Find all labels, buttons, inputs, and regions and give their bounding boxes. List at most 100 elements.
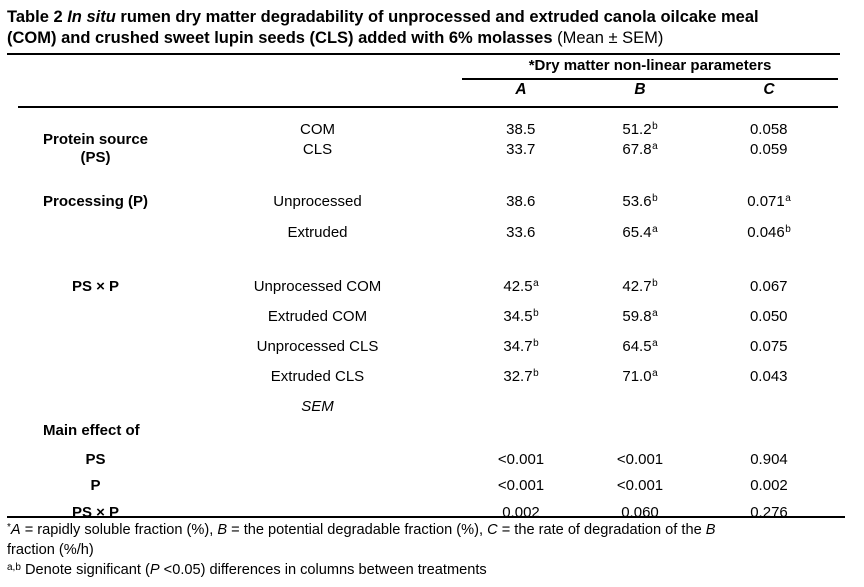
value: 0.067 (749, 278, 788, 295)
value: 0.046 (747, 224, 785, 241)
value: 0.050 (749, 308, 788, 325)
effect-label: P (90, 477, 101, 494)
row-label-processing: Processing (P) (42, 193, 149, 210)
effect-row-p: P <0.001 <0.001 0.002 (18, 477, 838, 494)
cell-b: 65.4a (580, 224, 700, 243)
cell-a: <0.001 (497, 451, 545, 468)
footnote-segment: B (217, 522, 228, 538)
superscript: b (652, 278, 658, 289)
caption-text-2: (COM) and crushed sweet lupin seeds (CLS… (7, 29, 558, 47)
caption-text-1: rumen dry matter degradability of unproc… (115, 8, 759, 26)
table-row-extruded-com: Extruded COM 34.5b 59.8a 0.050 (173, 308, 838, 327)
value: 38.6 (506, 193, 536, 210)
empty-cell (462, 398, 580, 415)
main-effect-label: Main effect of (43, 422, 140, 439)
value: 33.7 (506, 141, 536, 158)
value: 32.7 (503, 368, 533, 385)
table-row-extruded: Extruded 33.6 65.4a 0.046b (173, 224, 838, 243)
superscript: a (652, 141, 658, 152)
caption-table-number: Table 2 (7, 8, 68, 26)
cell-treatment: Extruded COM (267, 308, 368, 325)
column-group-header: *Dry matter non-linear parameters (462, 57, 838, 80)
interaction-group: PS × P Unprocessed COM 42.5a 42.7b 0.067… (18, 278, 838, 387)
table-row-com: COM 38.5 51.2b 0.058 (173, 121, 838, 141)
footnote-rule (7, 516, 845, 518)
column-headers-row: A B C (462, 81, 838, 98)
superscript: a (785, 193, 791, 204)
value: 51.2 (622, 121, 652, 138)
value: 0.058 (749, 121, 788, 138)
cell-a: 42.5a (462, 278, 580, 297)
value: 34.5 (503, 308, 533, 325)
footnote-segment: P (149, 562, 160, 578)
table-row-extruded-cls: Extruded CLS 32.7b 71.0a 0.043 (173, 368, 838, 387)
footnote-sup-ab: a,b (7, 562, 21, 573)
empty-cell (580, 398, 700, 415)
effect-label: PS (85, 451, 106, 468)
caption-line-1: Table 2 In situ rumen dry matter degrada… (7, 7, 840, 28)
footnote-segment: <0.05) differences in columns between tr… (159, 562, 487, 578)
table-row-unprocessed: Unprocessed 38.6 53.6b 0.071a (173, 193, 838, 212)
empty-cell (18, 398, 173, 415)
caption-line-2: (COM) and crushed sweet lupin seeds (CLS… (7, 28, 840, 49)
effect-row-ps-x-p: PS × P 0.002 0.060 0.276 (18, 504, 838, 521)
cell-b: 71.0a (580, 368, 700, 387)
cell-c: 0.071a (700, 193, 838, 212)
footnote-segment: B (705, 522, 716, 538)
empty-cell (700, 398, 838, 415)
row-label-protein-source: Protein source (PS) (18, 121, 173, 167)
value: 0.043 (749, 368, 788, 385)
footnote-segment: A (10, 522, 21, 538)
row-label-line: Protein source (42, 131, 149, 148)
column-header-c: C (763, 81, 775, 98)
footnote-segment: fraction (%/h) (7, 542, 94, 558)
superscript: a (533, 278, 539, 289)
protein-source-group: Protein source (PS) COM 38.5 51.2b 0.058… (18, 121, 838, 167)
superscript: a (652, 308, 658, 319)
footnote-abc-definitions: *A = rapidly soluble fraction (%), B = t… (7, 521, 855, 559)
superscript: b (652, 193, 658, 204)
row-label-ps-x-p: PS × P (71, 278, 120, 295)
cell-c: 0.075 (700, 338, 838, 357)
value: 34.7 (503, 338, 533, 355)
empty-cell (173, 451, 462, 468)
header-rule (18, 106, 838, 108)
cell-c: 0.904 (750, 451, 788, 468)
cell-c: 0.067 (700, 278, 838, 297)
table-row-unprocessed-cls: Unprocessed CLS 34.7b 64.5a 0.075 (173, 338, 838, 357)
caption-mean-sem: (Mean ± SEM) (557, 29, 664, 47)
superscript: a (652, 224, 658, 235)
value: 64.5 (622, 338, 652, 355)
cell-treatment: Extruded (287, 224, 348, 241)
cell-c: 0.276 (750, 504, 788, 521)
value: 42.7 (622, 278, 652, 295)
effect-label: PS × P (71, 504, 120, 521)
cell-b: 64.5a (580, 338, 700, 357)
processing-rows: Unprocessed 38.6 53.6b 0.071a Extruded 3… (173, 193, 838, 243)
superscript: a (652, 368, 658, 379)
footnote-asterisk: * (7, 522, 11, 533)
footnote-segment: = the rate of degradation of the (497, 522, 706, 538)
superscript: b (785, 224, 791, 235)
footnote-segment: = the potential degradable fraction (%), (227, 522, 488, 538)
cell-c: 0.046b (700, 224, 838, 243)
superscript: b (533, 368, 539, 379)
empty-cell (173, 504, 462, 521)
protein-source-rows: COM 38.5 51.2b 0.058 CLS 33.7 67.8a 0.05… (173, 121, 838, 167)
cell-a: 38.5 (462, 121, 580, 141)
superscript: b (533, 338, 539, 349)
cell-treatment: Unprocessed (273, 193, 362, 210)
row-label-line: (PS) (80, 149, 111, 166)
interaction-rows: Unprocessed COM 42.5a 42.7b 0.067 Extrud… (173, 278, 838, 387)
cell-a: 38.6 (462, 193, 580, 212)
cell-b: 67.8a (580, 141, 700, 161)
superscript: b (652, 121, 658, 132)
footnote-significance: a,b Denote significant (P <0.05) differe… (7, 561, 855, 581)
cell-c: 0.050 (700, 308, 838, 327)
cell-a: 34.5b (462, 308, 580, 327)
footnote-segment: C (487, 522, 498, 538)
column-header-a: A (515, 81, 527, 98)
caption-italic-insitu: In situ (67, 8, 116, 26)
cell-treatment: Unprocessed CLS (256, 338, 379, 355)
